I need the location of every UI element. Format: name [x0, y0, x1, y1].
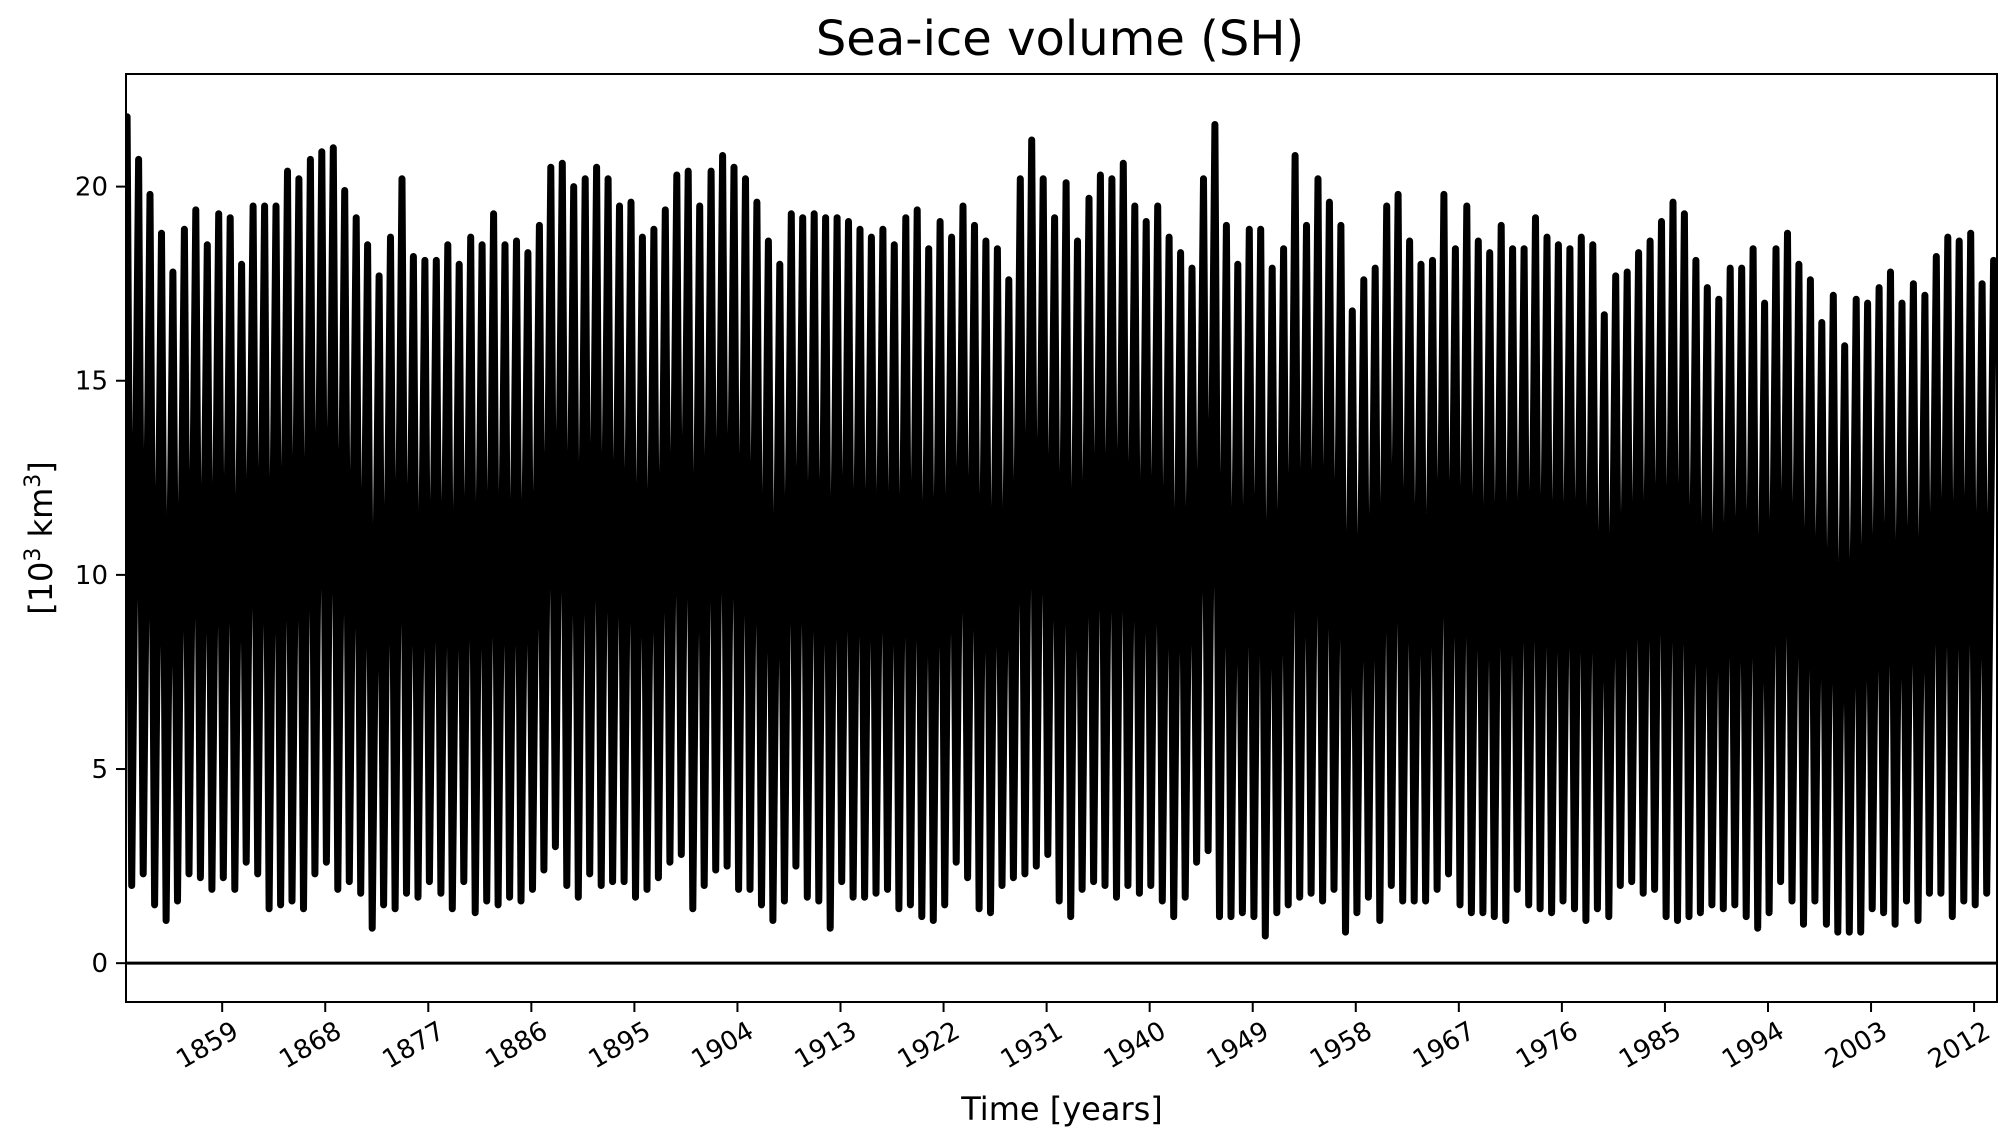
series-layer [126, 113, 1997, 940]
chart-title: Sea-ice volume (SH) [816, 11, 1304, 67]
series-line-0 [126, 113, 1997, 940]
y-tick-label: 0 [91, 949, 108, 979]
y-tick-label: 5 [91, 755, 108, 785]
x-axis-label: Time [years] [960, 1090, 1163, 1128]
y-tick-label: 20 [75, 173, 108, 203]
y-axis-label: [103 km3] [21, 461, 60, 615]
y-axis: 0 5 10 15 20 [75, 173, 126, 979]
y-tick-label: 10 [75, 561, 108, 591]
plot-area [125, 73, 1998, 1003]
plot-frame [125, 73, 1998, 1003]
y-tick-label: 15 [75, 367, 108, 397]
